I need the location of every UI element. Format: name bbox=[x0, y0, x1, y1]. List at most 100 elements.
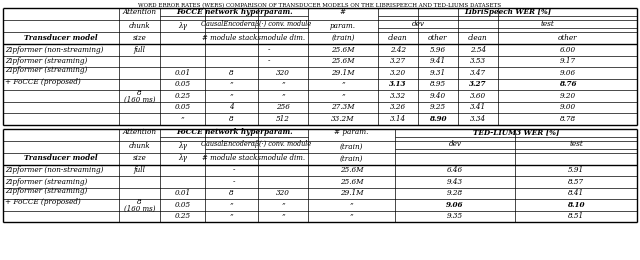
Text: TED-LIUM3 WER [%]: TED-LIUM3 WER [%] bbox=[473, 128, 559, 136]
Text: 8.78: 8.78 bbox=[559, 115, 575, 123]
Text: 3.53: 3.53 bbox=[470, 57, 486, 65]
Text: FoCCE network hyperparam.: FoCCE network hyperparam. bbox=[176, 128, 292, 136]
Text: 0.25: 0.25 bbox=[175, 92, 191, 100]
Text: 8.76: 8.76 bbox=[559, 80, 576, 88]
Text: LibriSpeech WER [%]: LibriSpeech WER [%] bbox=[464, 8, 551, 16]
Text: 25.6M: 25.6M bbox=[332, 57, 355, 65]
Text: + FoCCE (proposed): + FoCCE (proposed) bbox=[5, 78, 81, 86]
Text: (train): (train) bbox=[340, 154, 364, 162]
Text: 4: 4 bbox=[229, 103, 234, 111]
Text: 9.28: 9.28 bbox=[447, 189, 463, 197]
Text: ”: ” bbox=[341, 80, 345, 88]
Text: #: # bbox=[340, 8, 346, 16]
Text: CausalEncoderαβ(·) conv. module: CausalEncoderαβ(·) conv. module bbox=[202, 20, 312, 28]
Text: 8.10: 8.10 bbox=[567, 201, 585, 209]
Text: ”: ” bbox=[281, 212, 285, 220]
Text: 2.54: 2.54 bbox=[470, 46, 486, 54]
Text: 25.6M: 25.6M bbox=[340, 166, 364, 174]
Text: 25.6M: 25.6M bbox=[332, 46, 355, 54]
Text: 512: 512 bbox=[276, 115, 290, 123]
Text: 320: 320 bbox=[276, 69, 290, 77]
Text: 3.27: 3.27 bbox=[390, 57, 406, 65]
Text: param.: param. bbox=[330, 22, 356, 30]
Text: 9.40: 9.40 bbox=[430, 92, 446, 100]
Text: 33.2M: 33.2M bbox=[332, 115, 355, 123]
Text: -: - bbox=[233, 178, 236, 186]
Text: 8.41: 8.41 bbox=[568, 189, 584, 197]
Text: # param.: # param. bbox=[334, 128, 369, 136]
Text: 320: 320 bbox=[276, 189, 290, 197]
Text: test: test bbox=[569, 140, 583, 148]
Text: Zipformer (non-streaming): Zipformer (non-streaming) bbox=[5, 166, 104, 174]
Text: 256: 256 bbox=[276, 103, 290, 111]
Text: ”: ” bbox=[230, 212, 234, 220]
Text: 6.00: 6.00 bbox=[559, 46, 575, 54]
Text: 8.95: 8.95 bbox=[430, 80, 446, 88]
Text: module dim.: module dim. bbox=[261, 154, 305, 162]
Text: Zipformer (streaming): Zipformer (streaming) bbox=[5, 57, 88, 65]
Text: 9.06: 9.06 bbox=[559, 69, 575, 77]
Text: 27.3M: 27.3M bbox=[332, 103, 355, 111]
Text: Zipformer (non-streaming): Zipformer (non-streaming) bbox=[5, 46, 104, 54]
Text: 3.27: 3.27 bbox=[469, 80, 487, 88]
Text: other: other bbox=[428, 34, 448, 42]
Text: ”: ” bbox=[281, 201, 285, 209]
Text: 3.26: 3.26 bbox=[390, 103, 406, 111]
Text: 9.00: 9.00 bbox=[559, 103, 575, 111]
Text: λγ: λγ bbox=[178, 22, 187, 30]
Text: ”: ” bbox=[281, 80, 285, 88]
Text: -: - bbox=[268, 46, 270, 54]
Text: clean: clean bbox=[468, 34, 488, 42]
Text: size: size bbox=[132, 154, 147, 162]
Text: ”: ” bbox=[341, 92, 345, 100]
Text: # module stacks: # module stacks bbox=[202, 154, 261, 162]
Text: -: - bbox=[233, 166, 236, 174]
Text: Zipformer (streaming): Zipformer (streaming) bbox=[5, 178, 88, 186]
Text: 9.31: 9.31 bbox=[430, 69, 446, 77]
Text: Zipformer (streaming): Zipformer (streaming) bbox=[5, 67, 88, 74]
Text: module dim.: module dim. bbox=[261, 34, 305, 42]
Text: (train): (train) bbox=[340, 142, 364, 151]
Text: 3.34: 3.34 bbox=[470, 115, 486, 123]
Text: 3.32: 3.32 bbox=[390, 92, 406, 100]
Text: WORD ERROR RATES (WERS) COMPARISON OF TRANSDUCER MODELS ON THE LIBRISPEECH AND T: WORD ERROR RATES (WERS) COMPARISON OF TR… bbox=[138, 3, 502, 8]
Text: 3.41: 3.41 bbox=[470, 103, 486, 111]
Text: Zipformer (streaming): Zipformer (streaming) bbox=[5, 187, 88, 195]
Text: 0.25: 0.25 bbox=[175, 212, 191, 220]
Text: 9.20: 9.20 bbox=[559, 92, 575, 100]
Text: λγ: λγ bbox=[178, 142, 187, 151]
Text: + FoCCE (proposed): + FoCCE (proposed) bbox=[5, 198, 81, 206]
Text: 3.13: 3.13 bbox=[389, 80, 407, 88]
Text: 3.20: 3.20 bbox=[390, 69, 406, 77]
Text: ”: ” bbox=[230, 201, 234, 209]
Text: 8: 8 bbox=[137, 89, 142, 97]
Text: chunk: chunk bbox=[129, 22, 150, 30]
Text: 0.05: 0.05 bbox=[175, 103, 191, 111]
Text: Attention: Attention bbox=[122, 8, 157, 16]
Text: 9.35: 9.35 bbox=[447, 212, 463, 220]
Text: full: full bbox=[134, 46, 145, 54]
Text: 9.17: 9.17 bbox=[559, 57, 575, 65]
Text: 8: 8 bbox=[137, 198, 142, 206]
Text: 0.05: 0.05 bbox=[175, 201, 191, 209]
Text: λγ: λγ bbox=[178, 154, 187, 162]
Text: 9.41: 9.41 bbox=[430, 57, 446, 65]
Text: 8: 8 bbox=[229, 189, 234, 197]
Text: CausalEncoderαβ(·) conv. module: CausalEncoderαβ(·) conv. module bbox=[202, 140, 312, 148]
Text: full: full bbox=[134, 166, 145, 174]
Text: Transducer model: Transducer model bbox=[24, 34, 98, 42]
Text: 5.96: 5.96 bbox=[430, 46, 446, 54]
Text: (160 ms): (160 ms) bbox=[124, 96, 156, 104]
Text: 9.25: 9.25 bbox=[430, 103, 446, 111]
Text: ”: ” bbox=[281, 92, 285, 100]
Text: size: size bbox=[132, 34, 147, 42]
Text: 29.1M: 29.1M bbox=[332, 69, 355, 77]
Text: 3.14: 3.14 bbox=[390, 115, 406, 123]
Text: 2.42: 2.42 bbox=[390, 46, 406, 54]
Text: 8.57: 8.57 bbox=[568, 178, 584, 186]
Text: 3.47: 3.47 bbox=[470, 69, 486, 77]
Text: dev: dev bbox=[449, 140, 461, 148]
Text: 8.51: 8.51 bbox=[568, 212, 584, 220]
Text: other: other bbox=[557, 34, 577, 42]
Text: (160 ms): (160 ms) bbox=[124, 205, 156, 213]
